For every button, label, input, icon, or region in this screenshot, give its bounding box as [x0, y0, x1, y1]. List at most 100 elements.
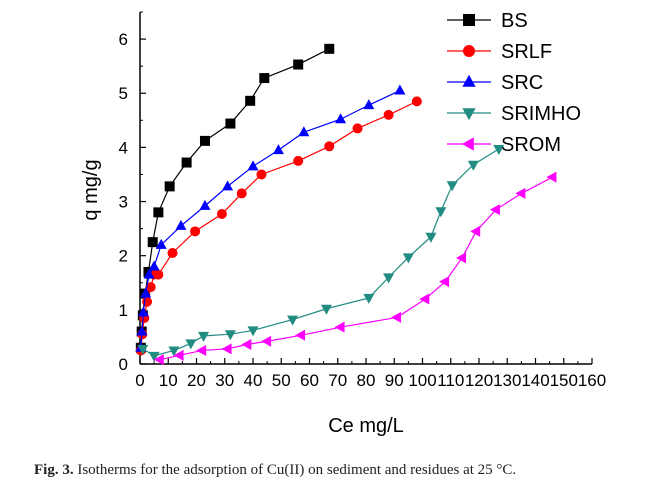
series-line-src	[140, 89, 401, 348]
data-point-src	[394, 84, 406, 95]
legend-label-srimho: SRIMHO	[501, 103, 581, 125]
data-point-srom	[221, 343, 232, 355]
data-point-srimho	[467, 160, 479, 171]
data-point-bs	[147, 237, 158, 248]
data-point-srlf	[142, 296, 153, 307]
data-point-bs	[324, 43, 335, 54]
y-tick-label: 4	[119, 138, 128, 157]
plot-layer: 0 10 20 30 40 50 60 70 80 90 100 110 120 130 140 150 160…	[119, 10, 607, 390]
data-point-srlf	[167, 247, 178, 258]
data-point-srimho	[287, 315, 299, 326]
x-tick-label: 150	[550, 371, 578, 390]
data-point-srimho	[224, 330, 236, 341]
x-tick-label: 110	[437, 371, 464, 390]
y-tick-label: 5	[119, 84, 128, 103]
data-point-src	[335, 113, 347, 124]
x-tick-label: 50	[272, 371, 291, 390]
data-point-srom	[489, 204, 500, 216]
data-point-srlf	[153, 269, 164, 280]
data-point-src	[140, 287, 152, 298]
data-point-srom	[546, 171, 557, 183]
data-point-bs	[153, 207, 164, 218]
data-point-srom	[173, 349, 184, 361]
x-tick-label: 100	[408, 371, 436, 390]
data-point-srimho	[168, 346, 180, 357]
data-point-src	[199, 199, 211, 210]
x-tick-label: 60	[300, 371, 319, 390]
legend-label-srom: SROM	[501, 134, 561, 156]
data-point-bs	[181, 157, 192, 168]
data-point-bs	[199, 135, 210, 146]
y-tick-label: 0	[119, 355, 128, 374]
data-point-srimho	[425, 232, 437, 243]
data-point-src	[222, 180, 234, 191]
data-point-bs	[225, 118, 236, 129]
x-tick-label: 160	[578, 371, 606, 390]
data-point-srlf	[293, 155, 304, 166]
data-point-srimho	[446, 181, 458, 192]
data-point-srlf	[236, 188, 247, 199]
data-point-srlf	[383, 109, 394, 120]
data-point-srimho	[137, 344, 149, 355]
data-point-src	[272, 144, 284, 155]
legend-label-bs: BS	[501, 10, 528, 32]
data-point-srom	[261, 335, 272, 347]
data-point-srlf	[352, 123, 363, 134]
x-tick-label: 10	[159, 371, 178, 390]
data-point-src	[136, 325, 148, 336]
legend-marker-srom	[461, 137, 474, 151]
data-point-srlf	[256, 169, 267, 180]
data-point-srlf	[324, 141, 335, 152]
y-tick-label: 1	[119, 301, 128, 320]
x-tick-label: 80	[357, 371, 376, 390]
data-point-srom	[470, 225, 481, 237]
data-point-srimho	[247, 326, 259, 337]
data-point-srom	[419, 293, 430, 305]
data-point-src	[137, 306, 149, 317]
legend-marker-src	[462, 74, 476, 87]
x-tick-label: 130	[493, 371, 521, 390]
x-tick-label: 90	[385, 371, 404, 390]
data-point-srimho	[493, 145, 505, 156]
data-point-srom	[241, 339, 252, 351]
data-point-srom	[196, 344, 207, 356]
data-point-srom	[439, 276, 450, 288]
data-point-src	[298, 126, 310, 137]
x-tick-label: 0	[135, 371, 144, 390]
y-tick-label: 6	[119, 30, 128, 49]
y-tick-label: 3	[119, 193, 128, 212]
data-point-bs	[293, 59, 304, 70]
legend-marker-srlf	[463, 45, 475, 57]
legend-label-srlf: SRLF	[501, 41, 552, 63]
legend-label-src: SRC	[501, 72, 543, 94]
y-axis-title: q mg/g	[80, 159, 102, 220]
data-point-bs	[245, 95, 256, 106]
data-point-srimho	[363, 293, 375, 304]
caption-label: Fig. 3.	[34, 462, 74, 478]
data-point-srimho	[320, 304, 332, 315]
caption-text: Isotherms for the adsorption of Cu(II) o…	[77, 462, 517, 478]
figure-caption: Fig. 3. Isotherms for the adsorption of …	[34, 462, 654, 479]
data-point-srom	[334, 321, 345, 333]
x-tick-label: 40	[244, 371, 263, 390]
x-tick-label: 140	[521, 371, 549, 390]
data-point-src	[175, 219, 187, 230]
legend-marker-bs	[463, 14, 475, 26]
data-point-srlf	[190, 226, 201, 237]
data-point-srom	[391, 311, 402, 323]
data-point-srom	[153, 354, 164, 366]
data-point-src	[363, 99, 375, 110]
data-point-bs	[259, 73, 270, 84]
series-line-srimho	[142, 148, 500, 357]
data-point-srom	[295, 329, 306, 341]
y-tick-label: 2	[119, 247, 128, 266]
data-point-srom	[456, 252, 467, 264]
data-point-bs	[164, 181, 175, 192]
legend-marker-srimho	[462, 108, 476, 121]
data-point-srimho	[402, 253, 414, 264]
data-point-srlf	[145, 282, 156, 293]
data-point-src	[143, 268, 155, 279]
data-point-srom	[515, 187, 526, 199]
series-line-srom	[159, 176, 553, 361]
x-tick-label: 30	[215, 371, 234, 390]
